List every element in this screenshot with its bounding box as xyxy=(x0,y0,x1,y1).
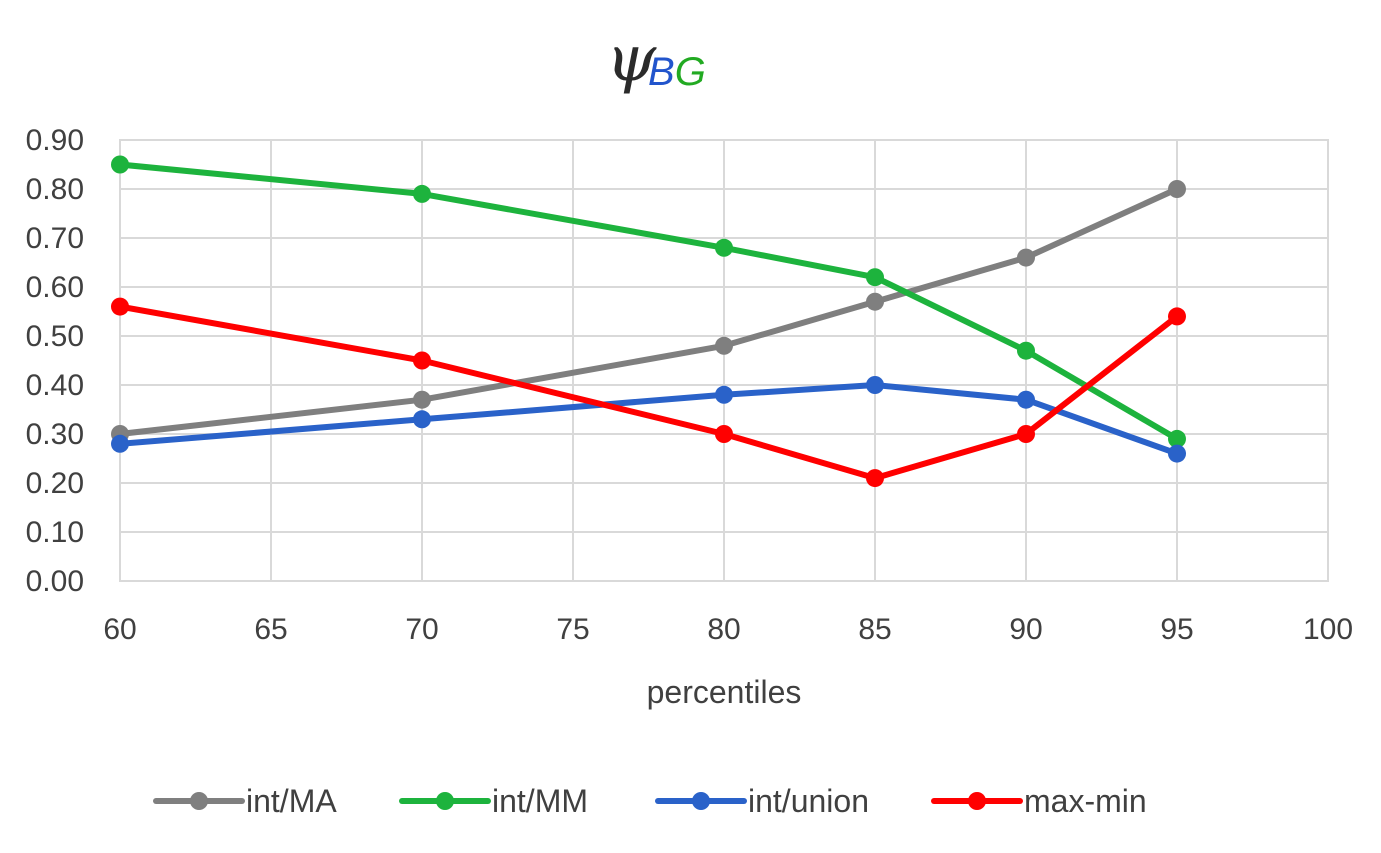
data-point xyxy=(413,390,431,409)
x-tick-label: 85 xyxy=(858,613,891,646)
data-point xyxy=(1017,425,1035,443)
y-tick-label: 0.10 xyxy=(26,516,84,549)
y-tick-label: 0.00 xyxy=(26,565,84,598)
data-point xyxy=(1017,248,1035,267)
series-layer xyxy=(111,155,1186,488)
legend-item[interactable]: int/union xyxy=(655,783,869,819)
legend-label: max-min xyxy=(1024,783,1147,819)
y-tick-label: 0.60 xyxy=(26,271,84,304)
series-int-union xyxy=(111,376,1186,463)
series-line xyxy=(117,186,1180,437)
data-point xyxy=(1168,429,1186,448)
series-line xyxy=(117,303,1180,482)
y-tick-label: 0.30 xyxy=(26,418,84,451)
data-point xyxy=(715,336,733,355)
legend-item[interactable]: int/MM xyxy=(399,783,588,819)
y-tick-label: 0.50 xyxy=(26,320,84,353)
data-point xyxy=(1017,341,1035,360)
chart-title-symbol: ψ xyxy=(606,22,657,96)
data-point xyxy=(413,351,431,370)
x-tick-label: 70 xyxy=(405,613,438,646)
legend[interactable]: int/MA int/MM int/union max-min xyxy=(153,783,1147,819)
data-point xyxy=(866,376,884,394)
legend-swatch-marker xyxy=(190,792,208,810)
x-tick-label: 75 xyxy=(556,613,589,646)
series-int-ma xyxy=(111,180,1186,443)
data-point xyxy=(715,238,733,257)
chart-title-subscript-g: G xyxy=(675,50,706,94)
y-tick-label: 0.70 xyxy=(26,222,84,255)
x-tick-label: 60 xyxy=(103,613,136,646)
data-point xyxy=(413,184,431,203)
gridlines xyxy=(119,139,1329,582)
data-point xyxy=(1168,307,1186,326)
data-point xyxy=(866,469,884,488)
series-line xyxy=(117,161,1180,442)
x-tick-label: 90 xyxy=(1009,613,1042,646)
x-axis-ticks: 60 65 70 75 80 85 90 95 100 xyxy=(103,613,1353,646)
x-tick-label: 95 xyxy=(1160,613,1193,646)
legend-item[interactable]: max-min xyxy=(931,783,1147,819)
series-int-mm xyxy=(111,155,1186,448)
data-point xyxy=(111,434,129,453)
legend-item[interactable]: int/MA xyxy=(153,783,337,819)
x-axis-title: percentiles xyxy=(647,674,802,710)
y-tick-label: 0.80 xyxy=(26,173,84,206)
data-point xyxy=(715,385,733,404)
data-point xyxy=(866,292,884,311)
data-point xyxy=(1168,180,1186,198)
data-point xyxy=(111,297,129,316)
y-tick-label: 0.90 xyxy=(26,124,84,157)
series-line xyxy=(117,382,1180,457)
data-point xyxy=(413,410,431,429)
chart-title-subscript-b: B xyxy=(648,50,675,94)
y-axis-ticks: 0.00 0.10 0.20 0.30 0.40 0.50 0.60 0.70 0.80 0.90 xyxy=(26,124,84,598)
data-point xyxy=(715,425,733,443)
y-tick-label: 0.40 xyxy=(26,369,84,402)
data-point xyxy=(1017,390,1035,409)
series-max-min xyxy=(111,297,1186,488)
data-point xyxy=(111,155,129,174)
data-point xyxy=(1168,444,1186,463)
x-tick-label: 65 xyxy=(254,613,287,646)
legend-swatch-marker xyxy=(692,792,710,810)
x-tick-label: 100 xyxy=(1303,613,1353,646)
legend-swatch-marker xyxy=(968,792,986,810)
legend-swatch-marker xyxy=(436,792,454,810)
legend-label: int/MA xyxy=(246,783,337,819)
legend-label: int/union xyxy=(748,783,869,819)
data-point xyxy=(866,268,884,287)
x-tick-label: 80 xyxy=(707,613,740,646)
chart-title: ψ BG xyxy=(606,22,706,96)
y-tick-label: 0.20 xyxy=(26,467,84,500)
svg-text:BG: BG xyxy=(648,50,706,94)
legend-label: int/MM xyxy=(492,783,588,819)
